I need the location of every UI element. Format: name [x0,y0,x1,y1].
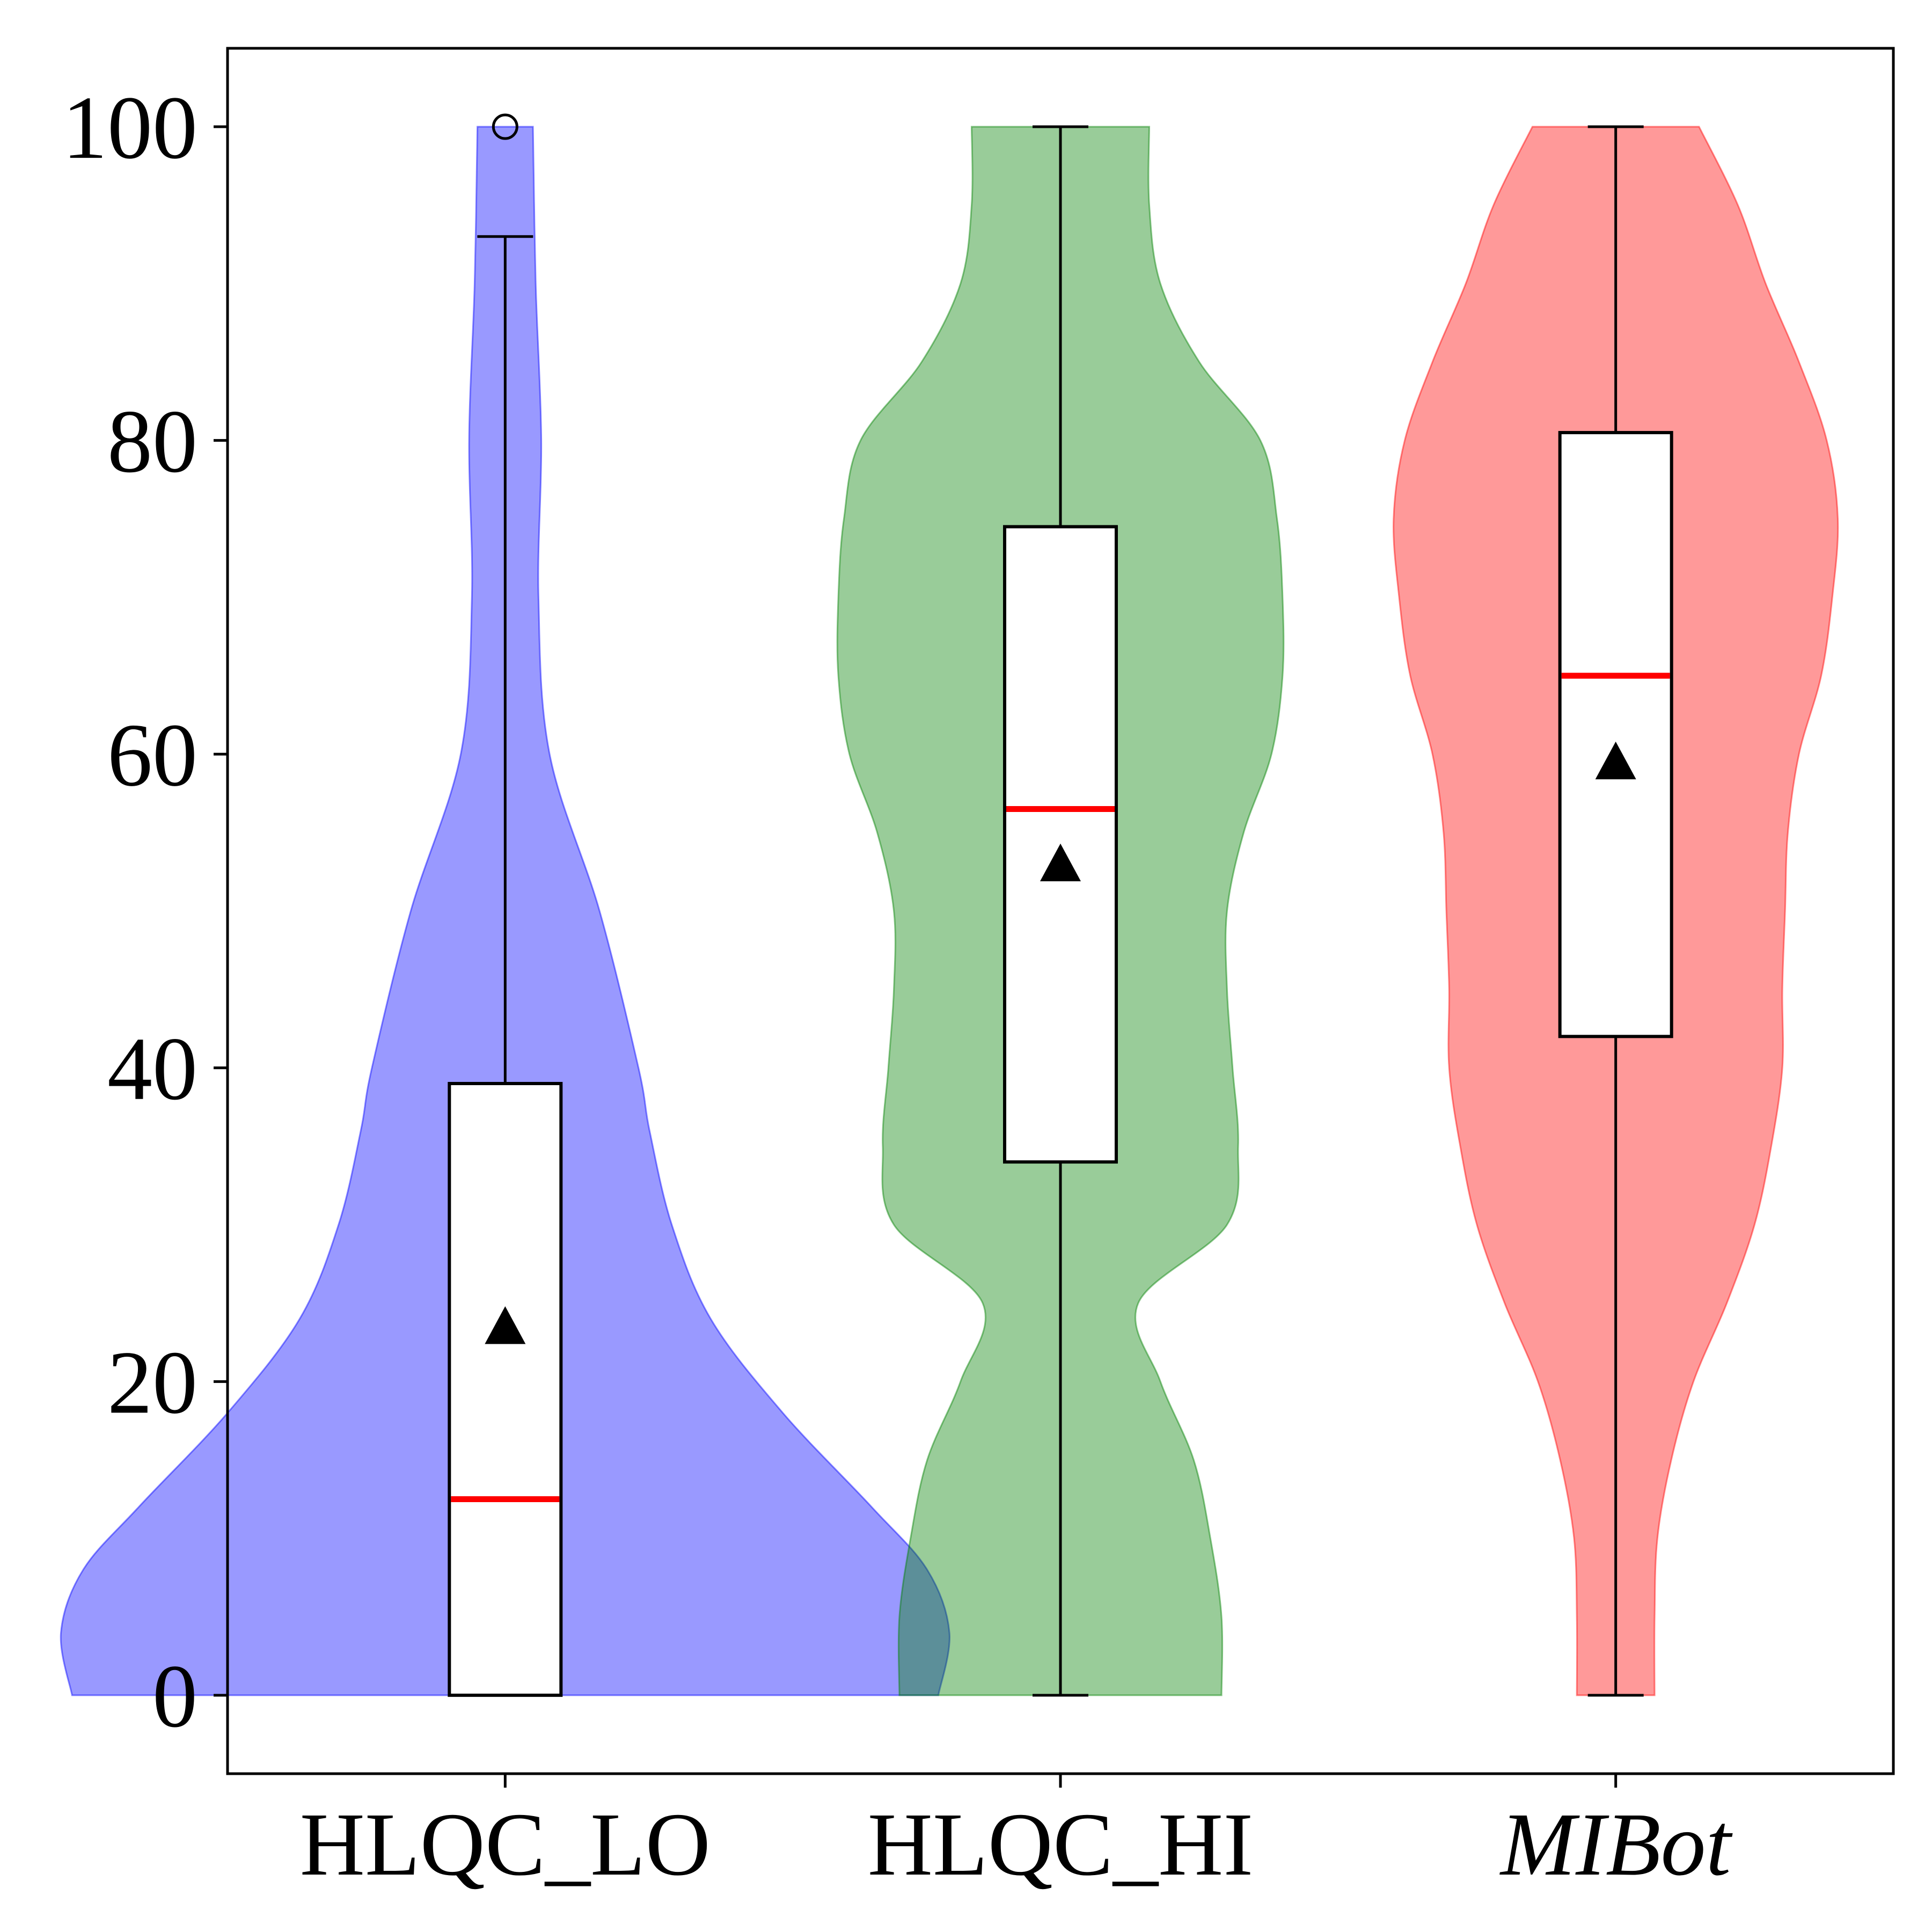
y-tick-label: 0 [152,1646,197,1746]
y-tick-label: 80 [107,392,197,492]
y-tick-label: 60 [107,705,197,805]
x-tick-label: HLQC_LO [300,1795,711,1894]
iqr-box [449,1084,561,1695]
iqr-box [1560,433,1672,1036]
y-tick-label: 20 [107,1333,197,1432]
y-tick-label: 40 [107,1019,197,1119]
y-tick-label: 100 [62,78,197,178]
x-tick-label: MIBot [1499,1795,1733,1894]
x-tick-label: HLQC_HI [868,1795,1254,1894]
